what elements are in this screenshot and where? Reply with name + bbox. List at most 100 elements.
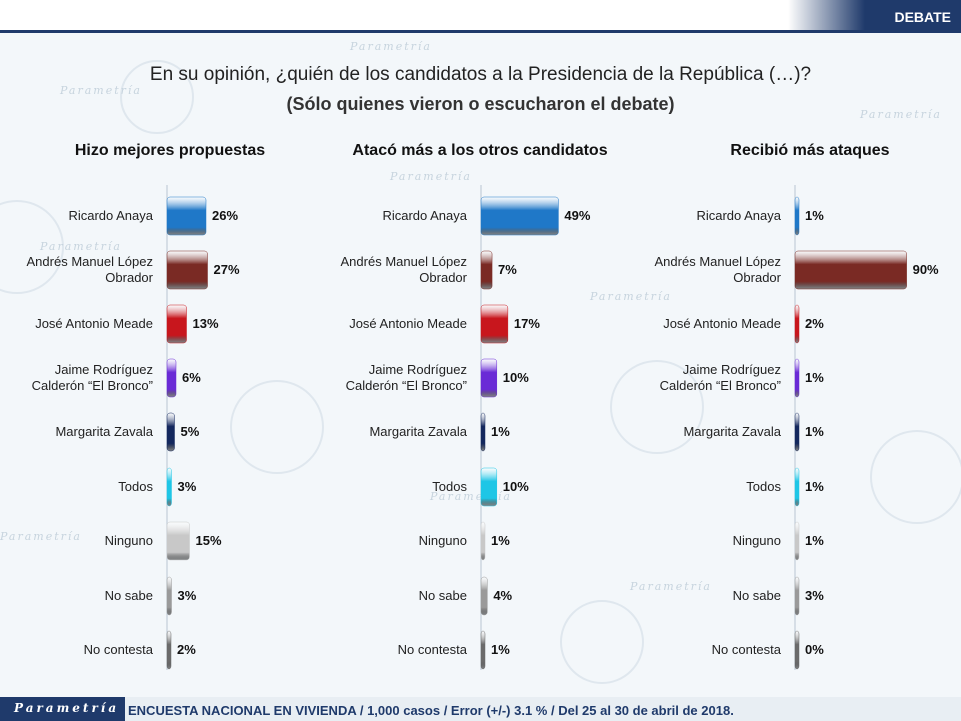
background-decoration — [870, 430, 961, 524]
bar-zavala — [166, 412, 175, 452]
category-label: Andrés Manuel López Obrador — [341, 254, 468, 285]
bar-ricardo — [166, 196, 207, 236]
background-decoration — [230, 380, 324, 474]
value-label: 13% — [193, 316, 219, 331]
bar-ninguno — [794, 521, 800, 561]
watermark: Parametría — [590, 290, 672, 303]
category-label: Margarita Zavala — [55, 424, 153, 439]
bar-todos — [166, 467, 172, 507]
category-label: No contesta — [398, 642, 468, 657]
category-label: José Antonio Meade — [35, 316, 153, 331]
category-label: Jaime Rodríguez Calderón “El Bronco” — [346, 362, 467, 393]
category-label: Margarita Zavala — [369, 424, 467, 439]
value-label: 1% — [491, 424, 510, 439]
category-label: Andrés Manuel López Obrador — [655, 254, 782, 285]
panel-title-recibio: Recibió más ataques — [730, 142, 890, 159]
watermark: Parametría — [350, 40, 432, 53]
value-label: 3% — [178, 588, 197, 603]
value-label: 1% — [491, 642, 510, 657]
value-label: 4% — [493, 588, 512, 603]
bar-nosabe — [794, 576, 800, 616]
value-label: 17% — [514, 316, 540, 331]
category-label: Todos — [118, 479, 153, 494]
footer-bar — [0, 697, 961, 721]
background-decoration — [560, 600, 644, 684]
value-label: 3% — [178, 479, 197, 494]
parametria-logo: Parametría — [14, 701, 120, 715]
value-label: 2% — [805, 316, 824, 331]
panel-title-propuestas: Hizo mejores propuestas — [74, 142, 266, 159]
bar-meade — [166, 304, 187, 344]
value-label: 10% — [503, 370, 529, 385]
value-label: 27% — [214, 262, 240, 277]
footer-source: ENCUESTA NACIONAL EN VIVIENDA / 1,000 ca… — [128, 703, 734, 718]
bar-meade — [480, 304, 509, 344]
chart-subtitle: (Sólo quienes vieron o escucharon el deb… — [286, 94, 675, 114]
bar-ninguno — [166, 521, 190, 561]
bar-bronco — [480, 358, 498, 398]
bar-todos — [480, 467, 498, 507]
background-decoration — [610, 360, 704, 454]
category-label: Ninguno — [105, 533, 153, 548]
category-label: Todos — [432, 479, 467, 494]
bar-meade — [794, 304, 800, 344]
bar-bronco — [166, 358, 177, 398]
value-label: 1% — [805, 533, 824, 548]
value-label: 5% — [181, 424, 200, 439]
debate-badge: DEBATE — [894, 9, 951, 25]
category-label: No sabe — [733, 588, 781, 603]
value-label: 1% — [805, 424, 824, 439]
value-label: 1% — [805, 208, 824, 223]
value-label: 10% — [503, 479, 529, 494]
bar-amlo — [480, 250, 493, 290]
value-label: 0% — [805, 642, 824, 657]
bar-ninguno — [480, 521, 486, 561]
header-stripe — [0, 30, 961, 33]
bar-bronco — [794, 358, 800, 398]
bar-todos — [794, 467, 800, 507]
category-label: Ricardo Anaya — [382, 208, 467, 223]
category-label: Ricardo Anaya — [68, 208, 153, 223]
category-label: Todos — [746, 479, 781, 494]
bar-amlo — [166, 250, 208, 290]
category-label: No contesta — [712, 642, 782, 657]
value-label: 1% — [805, 479, 824, 494]
bar-ricardo — [480, 196, 559, 236]
bar-nocontesta — [166, 630, 172, 670]
category-label: José Antonio Meade — [349, 316, 467, 331]
watermark: Parametría — [60, 84, 142, 97]
value-label: 6% — [182, 370, 201, 385]
watermark: Parametría — [40, 240, 122, 253]
value-label: 1% — [491, 533, 510, 548]
category-label: Andrés Manuel López Obrador — [27, 254, 154, 285]
panel-title-ataco: Atacó más a los otros candidatos — [352, 142, 608, 159]
watermark: Parametría — [390, 170, 472, 183]
watermark: Parametría — [860, 108, 942, 121]
bar-ricardo — [794, 196, 800, 236]
bar-zavala — [794, 412, 800, 452]
category-label: Ninguno — [419, 533, 467, 548]
watermark: Parametría — [0, 530, 82, 543]
category-label: No contesta — [84, 642, 154, 657]
category-label: Margarita Zavala — [683, 424, 781, 439]
category-label: No sabe — [419, 588, 467, 603]
category-label: Jaime Rodríguez Calderón “El Bronco” — [32, 362, 153, 393]
value-label: 3% — [805, 588, 824, 603]
bar-zavala — [480, 412, 486, 452]
bar-nocontesta — [480, 630, 486, 670]
category-label: José Antonio Meade — [663, 316, 781, 331]
value-label: 2% — [177, 642, 196, 657]
category-label: Ricardo Anaya — [696, 208, 781, 223]
chart-title: En su opinión, ¿quién de los candidatos … — [149, 64, 812, 85]
value-label: 1% — [805, 370, 824, 385]
bar-amlo — [794, 250, 907, 290]
bar-nosabe — [480, 576, 488, 616]
category-label: No sabe — [105, 588, 153, 603]
value-label: 49% — [564, 208, 590, 223]
value-label: 15% — [196, 533, 222, 548]
category-label: Jaime Rodríguez Calderón “El Bronco” — [660, 362, 781, 393]
value-label: 7% — [498, 262, 517, 277]
bar-nocontesta — [794, 630, 800, 670]
header-bar — [0, 0, 961, 32]
